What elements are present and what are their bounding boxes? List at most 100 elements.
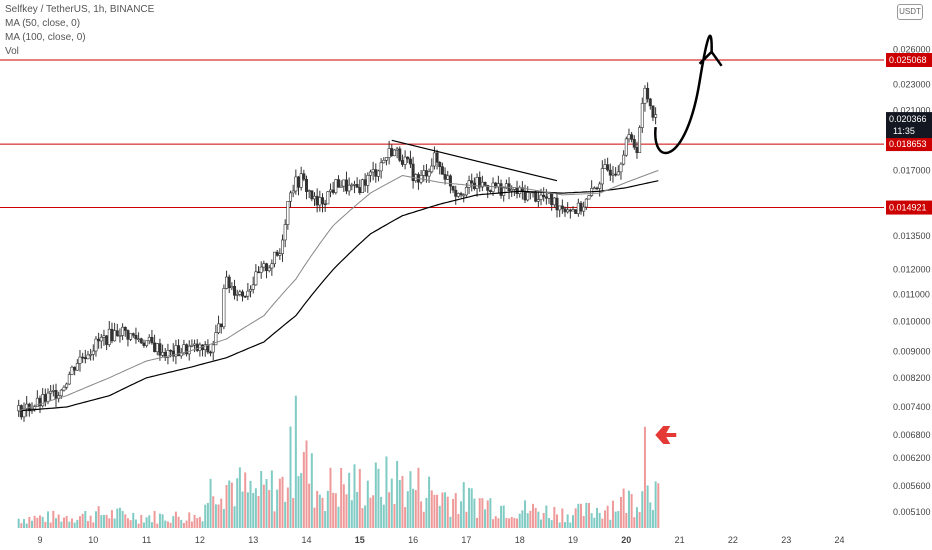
- volume-bar: [145, 517, 148, 528]
- volume-bar: [308, 483, 311, 528]
- volume-bar: [595, 507, 598, 528]
- volume-bar: [180, 519, 183, 528]
- volume-bar: [561, 508, 564, 528]
- volume-bar: [92, 522, 95, 528]
- volume-bar: [630, 494, 633, 528]
- candle-up: [368, 171, 372, 176]
- volume-bar: [76, 519, 79, 528]
- price-tick: 0.021000: [893, 105, 931, 115]
- volume-bar: [422, 511, 425, 528]
- candle-down: [632, 139, 636, 148]
- candle-up: [536, 199, 540, 202]
- volume-bar: [622, 488, 625, 528]
- candle-up: [403, 156, 407, 165]
- candle-up: [619, 163, 623, 173]
- candle-down: [400, 160, 404, 165]
- volume-bar: [54, 518, 57, 528]
- candle-down: [336, 179, 340, 188]
- volume-bar: [582, 516, 585, 528]
- date-tick: 21: [675, 535, 685, 545]
- time-axis[interactable]: 9 10 11 12 13 14 15 16 17 18 19 20 21 22 23 24: [0, 532, 884, 550]
- candle-down: [355, 184, 359, 188]
- candle-up: [147, 336, 151, 342]
- date-tick: 14: [301, 535, 311, 545]
- volume-bar: [244, 472, 247, 528]
- ma50-legend: MA (50, close, 0): [5, 18, 81, 29]
- volume-bar: [462, 482, 465, 528]
- candle-down: [435, 152, 439, 163]
- volume-bar: [161, 514, 164, 528]
- volume-bar: [372, 495, 375, 528]
- candle-down: [358, 187, 362, 193]
- volume-bar: [382, 504, 385, 528]
- date-tick: 17: [461, 535, 471, 545]
- volume-bar: [518, 513, 521, 528]
- candle-down: [233, 286, 237, 296]
- volume-bar: [70, 518, 73, 528]
- volume-bar: [300, 473, 303, 528]
- candle-down: [241, 291, 245, 297]
- volume-bar: [46, 511, 49, 528]
- candle-up: [17, 405, 21, 412]
- candle-down: [363, 179, 367, 186]
- volume-bar: [254, 488, 257, 528]
- volume-bar: [332, 492, 335, 528]
- volume-bar: [324, 511, 327, 528]
- candle-up: [566, 209, 570, 213]
- volume-bar: [385, 456, 388, 528]
- price-tick: 0.026000: [893, 45, 931, 55]
- candle-down: [206, 344, 210, 353]
- volume-bar: [62, 517, 65, 528]
- volume-bar: [649, 502, 652, 528]
- volume-bar: [579, 503, 582, 528]
- volume-bar: [566, 514, 569, 528]
- candle-down: [454, 189, 458, 197]
- candles: [17, 82, 658, 422]
- candle-up: [387, 148, 391, 158]
- volume-bar: [420, 501, 423, 528]
- volume-bar: [603, 510, 606, 528]
- candle-down: [523, 191, 527, 201]
- candle-down: [483, 181, 487, 186]
- volume-bar: [366, 480, 369, 528]
- volume-bar: [617, 511, 620, 528]
- volume-bar: [313, 507, 316, 528]
- volume-bar: [396, 460, 399, 528]
- candle-up: [432, 152, 436, 167]
- volume-bar: [468, 487, 471, 528]
- candle-down: [408, 158, 412, 165]
- level-tag-2: [886, 137, 932, 152]
- volume-bar: [406, 491, 409, 528]
- volume-bar: [587, 502, 590, 528]
- volume-bar: [457, 513, 460, 528]
- volume-bar: [598, 512, 601, 528]
- volume-bar: [342, 484, 345, 528]
- volume-bar: [521, 510, 524, 528]
- candle-down: [115, 330, 119, 336]
- candle-up: [137, 338, 141, 341]
- candle-up: [491, 182, 495, 192]
- current-price-tag: [886, 112, 932, 139]
- price-axis[interactable]: 0.0260000.0230000.0210000.0170000.015000…: [884, 0, 932, 550]
- volume-bar: [425, 497, 428, 528]
- candle-up: [281, 239, 285, 255]
- volume-bar: [281, 476, 284, 528]
- candle-down: [443, 174, 447, 180]
- volume-bar: [446, 496, 449, 528]
- volume-bar: [444, 492, 447, 528]
- volume-bar: [196, 518, 199, 528]
- candle-up: [328, 189, 332, 193]
- candle-up: [307, 190, 311, 192]
- candle-down: [568, 209, 572, 212]
- volume-bar: [252, 493, 255, 528]
- candle-up: [654, 114, 658, 118]
- volume-bar: [398, 480, 401, 528]
- volume-bar: [257, 496, 260, 528]
- candle-down: [310, 190, 314, 200]
- candle-down: [265, 263, 269, 272]
- currency-button[interactable]: USDT: [897, 4, 923, 20]
- candle-up: [62, 386, 66, 391]
- candle-down: [54, 390, 58, 399]
- candle-up: [155, 343, 159, 353]
